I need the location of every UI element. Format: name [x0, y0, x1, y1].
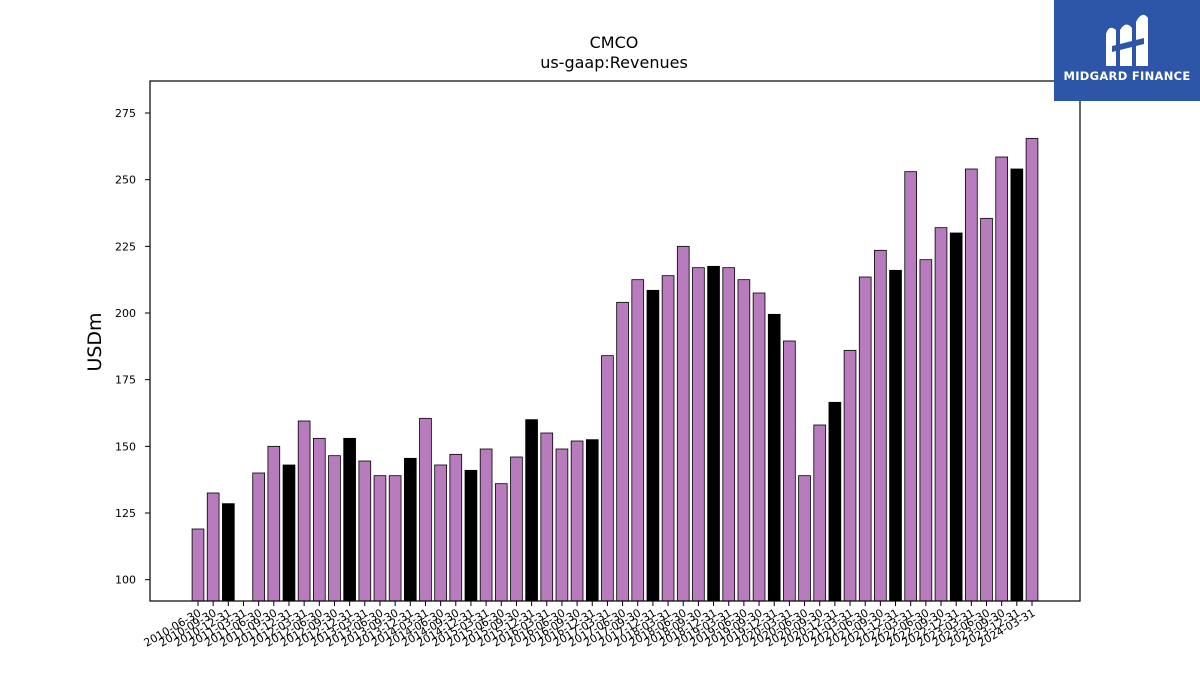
y-tick-label: 200: [115, 307, 136, 320]
chart-subtitle: us-gaap:Revenues: [540, 53, 688, 72]
bar-2023-03-31: [965, 168, 978, 602]
bar-2022-03-31: [904, 171, 918, 602]
bar-2011-12-31: [282, 464, 296, 602]
bar-2018-06-30: [676, 245, 690, 602]
brand-logo: MIDGARD FINANCE: [1054, 0, 1200, 101]
bar-2017-06-30: [616, 301, 629, 602]
bar-2020-03-31: [783, 340, 796, 602]
bar-2016-06-30: [555, 448, 569, 602]
y-axis: 100 125 150 175 200 225 250 275: [115, 107, 150, 587]
chart-title: CMCO: [590, 33, 639, 52]
bar-2011-09-30: [267, 445, 281, 602]
bar-2016-09-30: [570, 440, 584, 602]
bars-group: [191, 137, 1039, 602]
bar-2021-09-30: [874, 249, 887, 602]
bar-2020-06-30: [798, 475, 811, 602]
bar-2021-03-31: [843, 349, 857, 602]
bar-2022-06-30: [919, 259, 933, 602]
bar-2011-06-30: [252, 472, 265, 602]
y-tick-label: 175: [115, 374, 136, 387]
bar-2017-03-31: [601, 355, 614, 602]
bar-2022-09-30: [934, 227, 948, 602]
bar-2010-06-30: [191, 528, 205, 602]
y-tick-label: 100: [115, 574, 136, 587]
y-tick-label: 125: [115, 507, 136, 520]
x-axis: 2010-06-302010-09-302010-12-312011-03-31…: [142, 601, 1038, 650]
bar-2014-06-30: [434, 464, 447, 602]
bar-2010-09-30: [206, 492, 220, 602]
y-tick-label: 150: [115, 440, 136, 453]
bar-2015-06-30: [494, 483, 508, 602]
bar-2014-09-30: [449, 453, 463, 602]
bar-2023-06-30: [980, 217, 993, 602]
bar-2023-09-30: [995, 156, 1008, 602]
bar-2022-12-31: [949, 232, 963, 602]
bar-2018-12-31: [707, 265, 720, 602]
bar-2013-09-30: [388, 475, 402, 602]
bar-2015-12-31: [525, 419, 538, 602]
bar-2023-12-31: [1010, 168, 1024, 602]
bar-2019-09-30: [752, 292, 766, 602]
bar-2020-12-31: [828, 401, 842, 602]
bar-2012-06-30: [312, 437, 326, 602]
bar-2016-12-31: [585, 439, 599, 602]
brand-name: MIDGARD FINANCE: [1063, 69, 1191, 83]
bar-2019-12-31: [767, 313, 781, 602]
bar-2012-03-31: [297, 420, 311, 602]
y-tick-label: 275: [115, 107, 136, 120]
bar-2017-12-31: [646, 289, 660, 602]
y-tick-label: 225: [115, 240, 136, 253]
midgard-logo-icon: [1106, 14, 1148, 67]
bar-2012-12-31: [343, 437, 356, 602]
bar-2013-03-31: [358, 460, 372, 602]
bar-2013-06-30: [373, 475, 387, 602]
bar-2010-12-31: [222, 503, 235, 602]
bar-2013-12-31: [403, 457, 417, 602]
plot-frame: [149, 80, 1081, 602]
bar-2018-09-30: [692, 267, 705, 602]
bar-2017-09-30: [631, 279, 645, 602]
bar-2015-09-30: [510, 456, 523, 602]
y-axis-label: USDm: [84, 312, 106, 371]
bar-2014-03-31: [419, 417, 432, 602]
bar-2012-09-30: [328, 455, 341, 602]
bar-2016-03-31: [540, 432, 554, 602]
bar-2020-09-30: [813, 424, 827, 602]
bar-2019-03-31: [722, 267, 736, 602]
bar-2021-06-30: [858, 276, 872, 602]
bar-2018-03-31: [661, 275, 675, 602]
bar-2024-03-31: [1025, 137, 1039, 602]
bar-2021-12-31: [889, 269, 902, 602]
bar-2014-12-31: [464, 469, 478, 602]
y-tick-label: 250: [115, 174, 136, 187]
bar-2019-06-30: [737, 279, 751, 602]
bar-2015-03-31: [479, 448, 493, 602]
